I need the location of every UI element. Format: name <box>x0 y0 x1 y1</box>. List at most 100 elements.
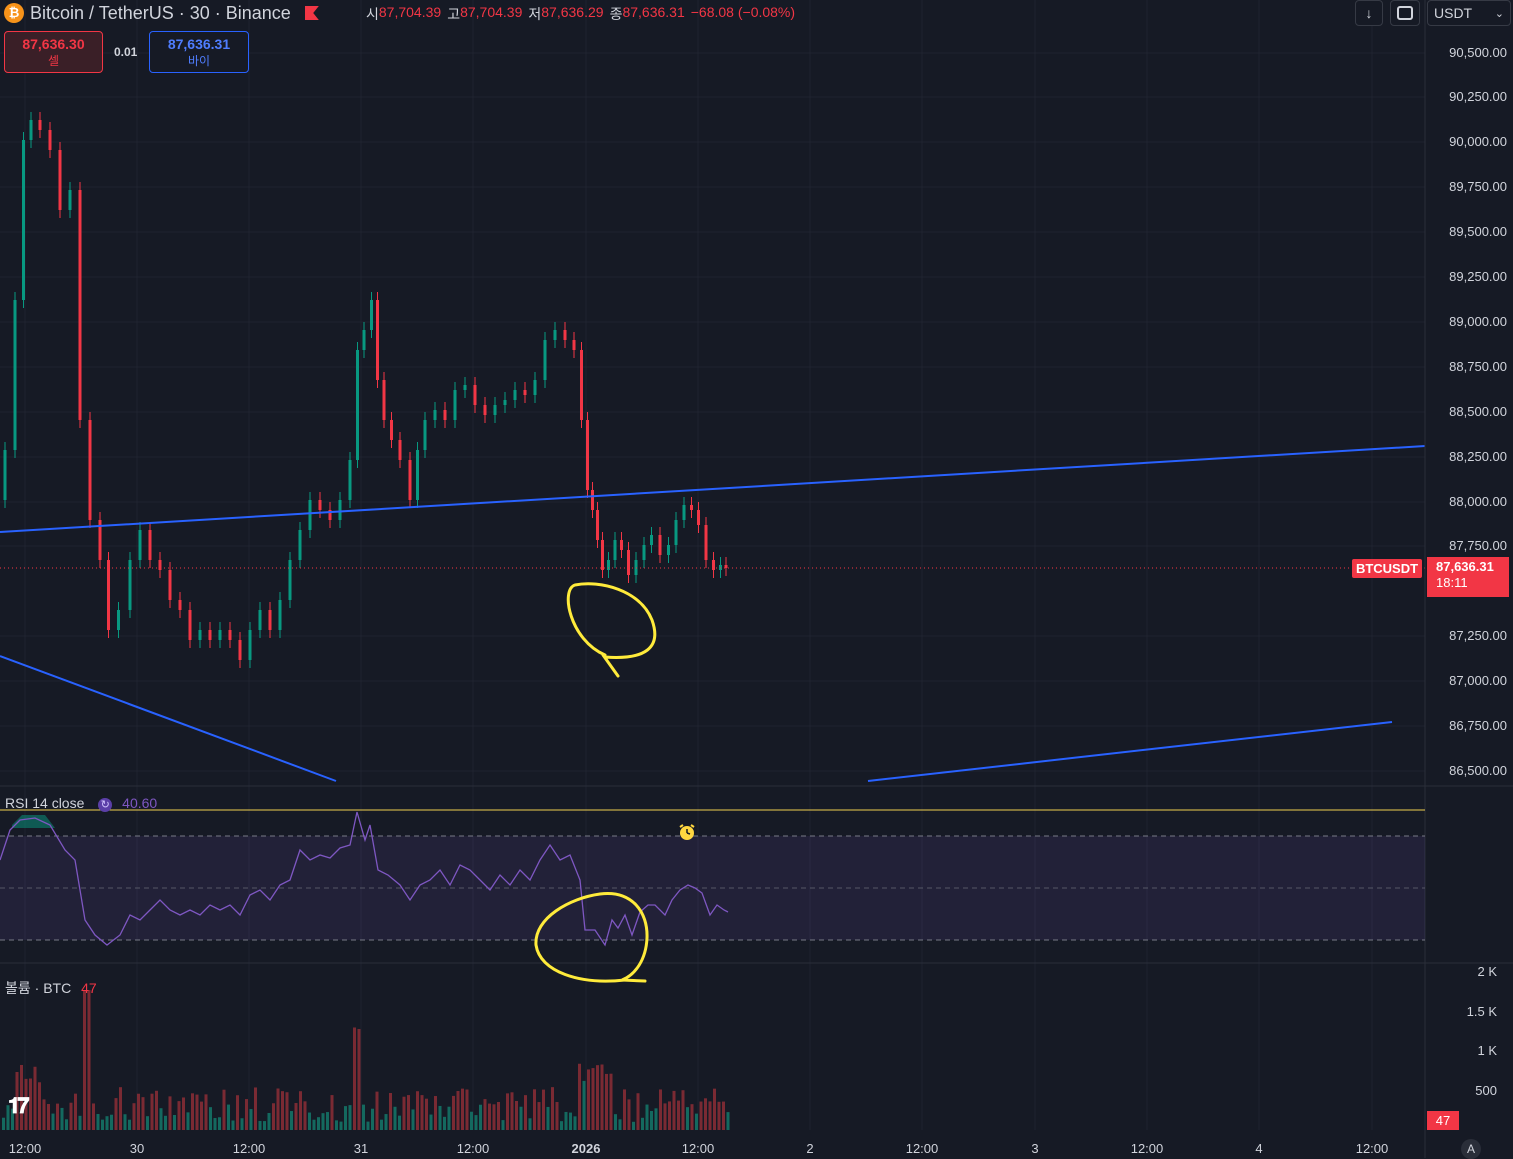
volume-bar <box>380 1119 383 1130</box>
volume-bar <box>263 1121 266 1130</box>
candle-body <box>690 505 693 510</box>
price-axis-label: 87,750.00 <box>1449 538 1507 553</box>
candle-body <box>88 420 92 520</box>
volume-bar <box>137 1093 140 1130</box>
volume-bar <box>330 1095 334 1130</box>
volume-bar <box>375 1091 379 1130</box>
candle-body <box>463 385 467 390</box>
volume-bar <box>645 1104 649 1130</box>
volume-bar <box>168 1096 172 1130</box>
candle-body <box>376 300 379 380</box>
candle-body <box>298 530 302 560</box>
ohlc-change: −68.08 (−0.08%) <box>690 4 796 20</box>
volume-bar <box>227 1104 230 1130</box>
rsi-cycle-icon[interactable]: ↻ <box>98 798 113 812</box>
ohlc-close-value: 87,636.31 <box>622 4 685 20</box>
candle-body <box>620 540 623 550</box>
time-axis-label: 12:00 <box>456 1141 490 1156</box>
volume-bar <box>177 1101 181 1130</box>
candle-body <box>38 120 42 130</box>
buy-button[interactable]: 87,636.31 바이 <box>149 31 249 73</box>
volume-bar <box>533 1089 536 1130</box>
volume-bar <box>479 1104 482 1130</box>
volume-bar <box>438 1105 442 1130</box>
volume-bar <box>546 1106 550 1130</box>
candle-body <box>398 440 402 460</box>
trendline-upper[interactable] <box>0 445 1426 533</box>
candle-body <box>148 530 152 560</box>
candle-body <box>228 630 232 640</box>
ohlc-readout: 시 87,704.39 고 87,704.39 저 87,636.29 종 87,636… <box>338 4 795 24</box>
candle-body <box>128 560 132 610</box>
volume-bar <box>443 1116 446 1130</box>
volume-bar <box>636 1093 640 1130</box>
volume-bar <box>110 1114 113 1130</box>
time-axis-label: 31 <box>353 1141 369 1156</box>
volume-bar <box>128 1119 131 1130</box>
volume-bar <box>326 1112 329 1130</box>
trendline-lower-right[interactable] <box>867 721 1393 782</box>
volume-bar <box>416 1091 419 1130</box>
candle-body <box>318 500 322 510</box>
candle-body <box>248 630 252 660</box>
price-axis-label: 90,500.00 <box>1449 45 1507 60</box>
volume-bar <box>245 1099 248 1130</box>
volume-bar <box>200 1101 203 1130</box>
candle-body <box>58 150 62 210</box>
alarm-icon[interactable] <box>679 824 695 840</box>
volume-bar <box>357 1029 361 1130</box>
candle-body <box>356 350 359 460</box>
volume-bar <box>96 1114 100 1130</box>
bar-countdown: 18:11 <box>1436 575 1468 590</box>
current-price-tag: 87,636.31 18:11 <box>1427 557 1509 597</box>
symbol-price-tag: BTCUSDT <box>1352 559 1422 578</box>
download-button[interactable]: ↓ <box>1355 0 1383 26</box>
volume-bar <box>429 1114 433 1130</box>
trendline-lower-left[interactable] <box>0 655 337 782</box>
time-axis-label: 12:00 <box>232 1141 266 1156</box>
volume-bar <box>695 1113 698 1130</box>
volume-bar <box>542 1089 545 1130</box>
flag-icon[interactable] <box>304 6 319 20</box>
volume-bar <box>632 1121 635 1130</box>
volume-bar <box>213 1118 217 1130</box>
volume-bar <box>24 1078 28 1130</box>
volume-bar <box>510 1092 514 1130</box>
fullscreen-button[interactable] <box>1390 0 1420 26</box>
volume-bar <box>551 1087 554 1130</box>
candle-body <box>423 420 427 450</box>
ohlc-high-value: 87,704.39 <box>460 4 523 20</box>
volume-bar <box>524 1095 527 1130</box>
candle-body <box>682 505 686 520</box>
ohlc-close-label: 종 <box>609 6 623 22</box>
volume-axis-1k: 1 K <box>1477 1043 1497 1058</box>
volume-bar <box>258 1120 262 1130</box>
volume-bar <box>699 1101 703 1130</box>
volume-bar <box>20 1064 23 1130</box>
volume-bar <box>290 1111 293 1130</box>
candle-body <box>523 390 527 395</box>
volume-bar <box>389 1093 392 1130</box>
candle-body <box>596 510 599 540</box>
volume-bar <box>722 1101 725 1130</box>
currency-select[interactable]: USDT ⌄ <box>1427 0 1511 26</box>
volume-bar <box>578 1063 581 1130</box>
tradingview-logo-icon[interactable]: 𝟏𝟕 <box>8 1093 30 1119</box>
volume-bar <box>317 1117 320 1130</box>
rsi-legend[interactable]: RSI 14 close ↻ 40.60 <box>5 795 157 812</box>
symbol-title[interactable]: ₿ Bitcoin / TetherUS · 30 · Binance <box>4 2 319 24</box>
volume-bar <box>519 1106 523 1130</box>
candle-body <box>607 560 610 570</box>
volume-bar <box>155 1090 158 1130</box>
volume-bar <box>726 1112 730 1130</box>
volume-bar <box>15 1071 19 1130</box>
volume-bar <box>366 1121 370 1130</box>
volume-bar <box>195 1094 199 1130</box>
time-axis-label: 12:00 <box>8 1141 42 1156</box>
current-price: 87,636.31 <box>1436 559 1494 574</box>
sell-button[interactable]: 87,636.30 셀 <box>4 31 103 73</box>
volume-bar <box>33 1066 37 1130</box>
volume-legend[interactable]: 볼륨 · BTC 47 <box>5 978 97 998</box>
auto-scale-button[interactable]: A <box>1461 1139 1481 1159</box>
